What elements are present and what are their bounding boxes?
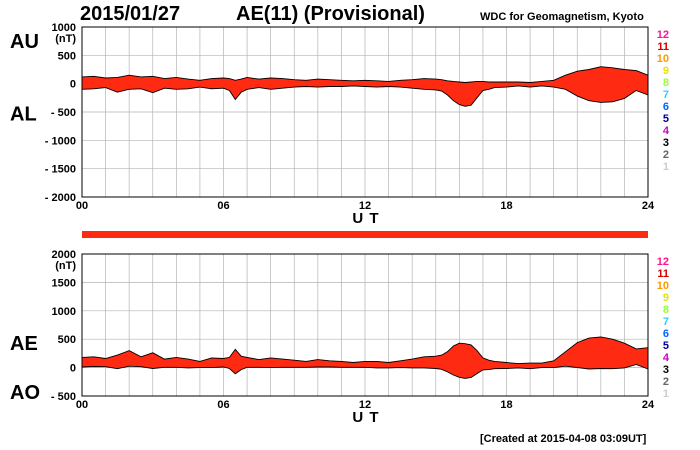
panel2-xtick-label: 24 [642, 399, 655, 411]
panel1-station-legend-item: 12 [657, 29, 669, 41]
panel1-xtick-label: 00 [76, 200, 88, 212]
panel1-ytick-label: 0 [70, 79, 76, 91]
panel2-xtick-label: 12 [359, 399, 371, 411]
panel2-station-legend-item: 4 [663, 352, 670, 364]
panel1-station-legend-item: 9 [663, 65, 669, 77]
panel1-unit-label: (nT) [55, 33, 76, 45]
panel2-series-ao-line [81, 364, 649, 379]
panel2-station-legend-item: 7 [663, 316, 669, 328]
created-timestamp: [Created at 2015-04-08 03:09UT] [480, 433, 647, 445]
panel1-station-legend-item: 2 [663, 149, 669, 161]
panel1-ytick-label: 1000 [52, 22, 76, 34]
panel1-ytick-label: - 1000 [45, 135, 76, 147]
panel1-station-legend-item: 11 [657, 41, 669, 53]
panel2-xaxis-label: U T [352, 409, 379, 426]
panel2-frame [81, 253, 649, 397]
panel2-unit-label: (nT) [55, 260, 76, 272]
panel2-station-legend-item: 8 [663, 304, 669, 316]
panel2-xtick-label: 18 [500, 399, 512, 411]
panel1-xaxis-label: U T [352, 210, 379, 227]
panel1-xtick-label: 18 [500, 200, 512, 212]
panel2-band-fill [82, 336, 648, 379]
panel2-series-ae-line [81, 336, 649, 365]
panel2-xtick-label: 06 [217, 399, 229, 411]
panel2-station-legend-item: 10 [657, 280, 669, 292]
panel1-station-legend-item: 8 [663, 77, 669, 89]
panel1-ytick-label: - 2000 [45, 192, 76, 204]
panel1-xtick-label: 12 [359, 200, 371, 212]
panel1-station-legend-item: 4 [663, 125, 670, 137]
chart-date: 2015/01/27 [80, 3, 181, 25]
panel2-station-legend-item: 1 [663, 388, 669, 400]
panel1-station-legend-item: 5 [663, 113, 669, 125]
panel2-xtick-label: 00 [76, 399, 88, 411]
panel1-station-legend-item: 10 [657, 53, 669, 65]
panel2-ytick-label: 0 [70, 363, 76, 375]
panel2-station-legend-item: 12 [657, 256, 669, 268]
panel2-station-legend-item: 3 [663, 364, 669, 376]
chart-title: AE(11) (Provisional) [236, 3, 425, 25]
panel2-ytick-label: - 500 [51, 391, 76, 403]
panel2-ytick-label: 1500 [52, 277, 76, 289]
red-indicator-bar [82, 231, 648, 238]
panel2-index-label-ae: AE [10, 333, 38, 355]
panel2-station-legend-item: 2 [663, 376, 669, 388]
panel1-index-label-al: AL [10, 103, 37, 125]
panel2-ytick-label: 500 [58, 334, 76, 346]
panel1-frame [81, 26, 649, 198]
panel2-ytick-label: 2000 [52, 249, 76, 261]
panel1-xtick-label: 06 [217, 200, 229, 212]
panel1-index-label-au: AU [10, 31, 39, 53]
panel1-series-au-line [81, 66, 649, 83]
panel2-index-label-ao: AO [10, 382, 40, 404]
panel2-station-legend-item: 9 [663, 292, 669, 304]
panel2-station-legend-item: 11 [657, 268, 669, 280]
panel1-ytick-label: 500 [58, 50, 76, 62]
panel1-station-legend-item: 3 [663, 137, 669, 149]
panel1-ytick-label: - 1500 [45, 164, 76, 176]
panel2-ytick-label: 1000 [52, 306, 76, 318]
panel2-station-legend-item: 6 [663, 328, 669, 340]
panel1-station-legend-item: 1 [663, 161, 669, 173]
panel1-station-legend-item: 6 [663, 101, 669, 113]
data-source-label: WDC for Geomagnetism, Kyoto [480, 11, 644, 23]
panel2-station-legend-item: 5 [663, 340, 669, 352]
panel1-series-al-line [81, 85, 649, 107]
panel1-ytick-label: - 500 [51, 107, 76, 119]
panel1-xtick-label: 24 [642, 200, 655, 212]
panel1-station-legend-item: 7 [663, 89, 669, 101]
